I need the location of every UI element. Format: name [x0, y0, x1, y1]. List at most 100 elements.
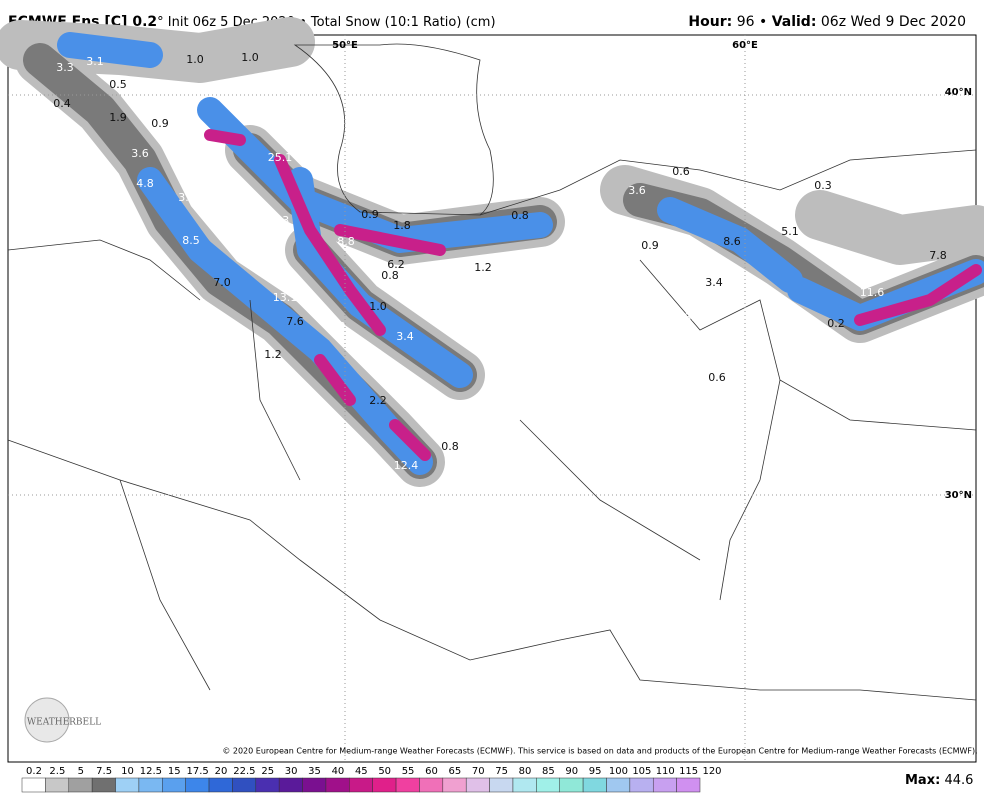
snow-value: 1.0	[241, 51, 259, 64]
snow-value: 4.8	[136, 177, 154, 190]
color-swatch	[21, 777, 46, 793]
logo: WEATHERBELL	[27, 718, 101, 728]
snow-value: 0.6	[708, 371, 726, 384]
colorbar-label: 20	[215, 766, 228, 777]
snow-value: 2.2	[369, 394, 387, 407]
colorbar-label: 22.5	[233, 766, 255, 777]
caspian-coast	[293, 43, 494, 216]
snow-value: 0.2	[827, 317, 845, 330]
color-swatch	[606, 777, 631, 793]
snow-value: 1.8	[393, 219, 411, 232]
snow-value: 3.6	[628, 184, 646, 197]
snow-value: 0.9	[641, 239, 659, 252]
snow-value: 3.6	[131, 147, 149, 160]
snow-value: 0.5	[109, 78, 127, 91]
color-swatch	[419, 777, 444, 793]
valid-label: Valid:	[772, 14, 817, 30]
map-frame	[7, 34, 977, 763]
colorbar-label: 2.5	[49, 766, 65, 777]
max-info: Max: 44.6	[905, 773, 973, 788]
snow-value: 13.1	[273, 291, 298, 304]
colorbar-label: 105	[632, 766, 651, 777]
snow-value: 1.2	[474, 261, 492, 274]
valid: 06z Wed 9 Dec 2020	[821, 14, 966, 30]
snow-value: 1.0	[186, 53, 204, 66]
snow-value: 1.2	[264, 348, 282, 361]
colorbar-label: 65	[448, 766, 461, 777]
colorbar-label: 115	[679, 766, 698, 777]
max-value: 44.6	[944, 773, 973, 788]
logo-mark	[24, 697, 70, 743]
snow-value: 0.9	[361, 208, 379, 221]
colorbar-label: 100	[609, 766, 628, 777]
snow-value: 10.3	[265, 214, 290, 227]
init-text: ° Init 06z 5 Dec 2020 • Total Snow (10:1…	[157, 15, 495, 30]
color-swatch	[489, 777, 514, 793]
color-swatch	[115, 777, 140, 793]
colorbar-label: 7.5	[96, 766, 112, 777]
borders-lines	[7, 149, 977, 691]
color-swatch	[325, 777, 350, 793]
color-swatch	[559, 777, 584, 793]
colorbar-label: 0.2	[26, 766, 42, 777]
snow-labels: 3.3 3.1 1.0 1.0 0.5 0.4 1.9 0.9 3.6 4.6 25.1 4.8 3.4…	[53, 51, 947, 472]
colorbar-label: 15	[168, 766, 181, 777]
snow-value: 0.9	[151, 117, 169, 130]
colorbar-label: 30	[285, 766, 298, 777]
snow-value: 8.2	[328, 320, 346, 333]
coastline	[7, 439, 977, 701]
colorbar-label: 85	[542, 766, 555, 777]
colorbar-label: 90	[565, 766, 578, 777]
snow-value: 3.4	[705, 276, 723, 289]
colorbar-label: 12.5	[140, 766, 162, 777]
color-swatch	[208, 777, 233, 793]
colorbar-label: 120	[702, 766, 721, 777]
color-swatch	[349, 777, 373, 793]
snow-value: 0.8	[511, 209, 529, 222]
colorbar-label: 35	[308, 766, 321, 777]
lon-label: 60°E	[732, 40, 758, 51]
color-swatch	[582, 777, 607, 793]
color-swatch	[255, 777, 280, 793]
hour-label: Hour:	[688, 14, 732, 30]
color-swatch	[45, 777, 70, 793]
map: 50°E 60°E 40°N 30°N 3.3 3.1 1.0 1.0 0.5 0.4 1.…	[0, 17, 984, 763]
snow-value: 3.4	[178, 191, 196, 204]
snow-value: 11.6	[860, 286, 885, 299]
snow-value: 3.1	[86, 55, 104, 68]
snow-value: 8.5	[182, 234, 200, 247]
color-swatch	[138, 777, 163, 793]
colorbar-label: 40	[332, 766, 345, 777]
colorbar-label: 50	[378, 766, 391, 777]
snow-value: 0.6	[672, 165, 690, 178]
snow-value: 6.2	[387, 258, 405, 271]
snow-value: 8.4	[684, 311, 702, 324]
snow-value: 3.4	[396, 330, 414, 343]
grid-labels: 50°E 60°E 40°N 30°N	[332, 40, 972, 501]
color-swatch	[68, 777, 93, 793]
color-swatch	[302, 777, 327, 793]
colorbar-label: 60	[425, 766, 438, 777]
copyright: © 2020 European Centre for Medium-range …	[222, 747, 977, 756]
valid-info: Hour: 96 • Valid: 06z Wed 9 Dec 2020	[688, 14, 966, 30]
snow-value: 25.1	[268, 151, 293, 164]
snow-value: 0.8	[441, 440, 459, 453]
colorbar-label: 95	[589, 766, 602, 777]
color-swatch	[536, 777, 560, 793]
lat-label: 40°N	[945, 87, 972, 98]
borders	[7, 43, 977, 701]
colorbar-label: 5	[78, 766, 84, 777]
colorbar-label: 110	[656, 766, 675, 777]
color-swatch	[629, 777, 654, 793]
lon-label: 50°E	[332, 40, 358, 51]
color-swatch	[162, 777, 186, 793]
snow-value: 0.4	[53, 97, 71, 110]
color-swatch	[185, 777, 210, 793]
color-swatch	[372, 777, 397, 793]
snow-value: 8.6	[723, 235, 741, 248]
colorbar-label: 55	[402, 766, 415, 777]
snow-value: 1.0	[369, 300, 387, 313]
colorbar-label: 25	[261, 766, 274, 777]
colorbar-label: 10	[121, 766, 134, 777]
